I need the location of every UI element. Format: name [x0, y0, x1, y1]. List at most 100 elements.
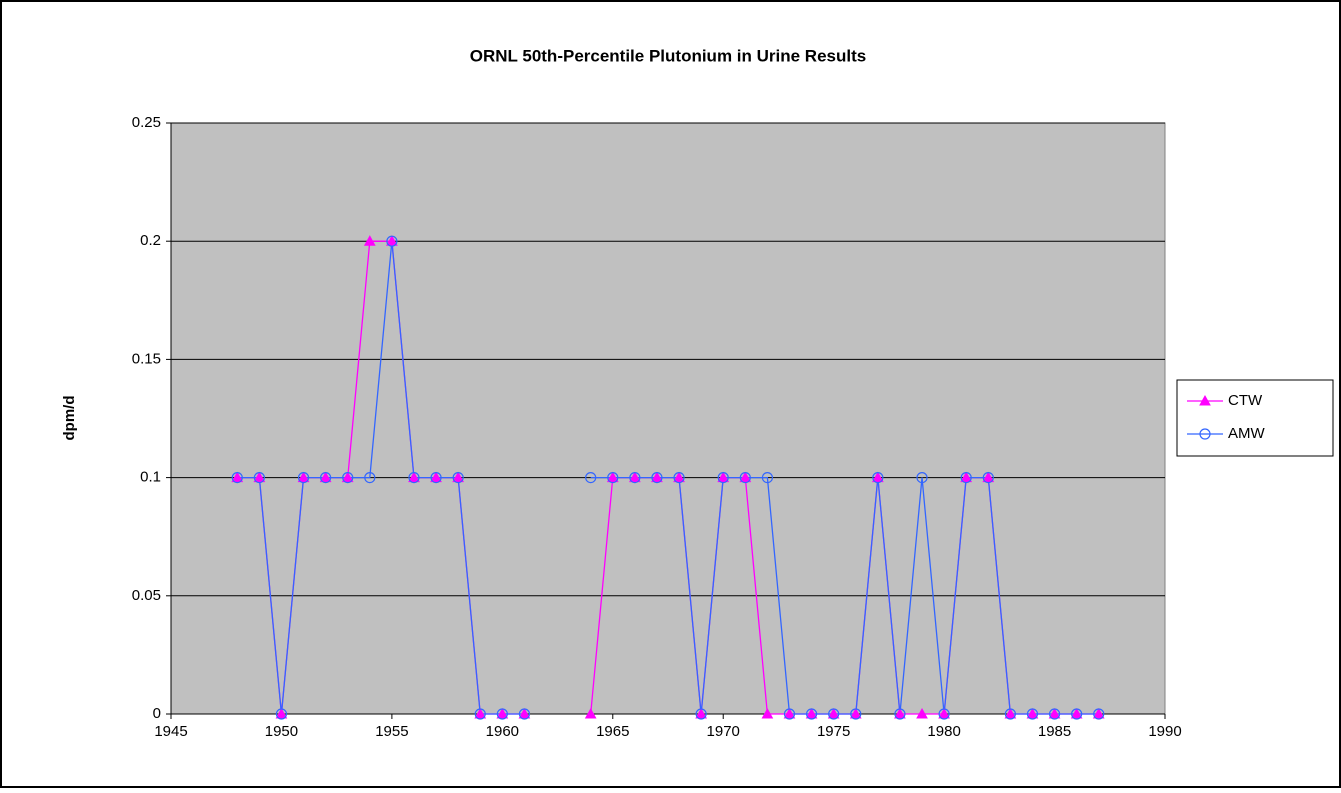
x-tick-label: 1965 [596, 723, 629, 740]
data-point [231, 472, 243, 484]
x-tick-label: 1945 [154, 723, 187, 740]
y-tick-label: 0.15 [132, 350, 161, 367]
data-point [717, 471, 730, 483]
data-point [960, 472, 972, 484]
series-line [237, 241, 1099, 715]
data-point [695, 707, 707, 719]
y-tick-label: 0.25 [132, 114, 161, 131]
data-point [982, 472, 994, 484]
data-point [253, 471, 266, 483]
x-tick-label: 1950 [265, 723, 298, 740]
x-tick-label: 1960 [486, 723, 519, 740]
data-point [783, 707, 796, 719]
data-point [629, 472, 641, 484]
legend [1176, 379, 1334, 457]
legend-label: AMW [1228, 425, 1266, 442]
data-point [739, 472, 751, 484]
y-axis-label: dpm/d [61, 396, 78, 441]
data-point [916, 707, 928, 719]
data-point [408, 471, 420, 483]
data-point [518, 707, 531, 719]
data-point [1048, 708, 1061, 720]
data-point [606, 471, 619, 483]
plot-area [170, 122, 1166, 715]
data-point [651, 471, 663, 483]
data-point [1071, 708, 1083, 720]
data-point [474, 707, 487, 719]
data-point [1048, 707, 1061, 719]
data-point [496, 708, 508, 720]
data-point [651, 472, 663, 484]
data-point [275, 708, 288, 720]
data-point [894, 708, 906, 720]
x-tick-label: 1990 [1148, 723, 1181, 740]
data-point [231, 471, 244, 483]
data-point [408, 472, 420, 484]
data-point [342, 472, 354, 484]
data-point [386, 235, 398, 246]
data-point [805, 708, 818, 720]
data-point [297, 471, 310, 483]
data-point [386, 235, 398, 247]
data-point [584, 707, 597, 719]
data-point [828, 708, 840, 720]
data-point [894, 707, 906, 719]
data-point [1004, 708, 1016, 720]
legend-marker [1199, 428, 1211, 440]
x-tick-label: 1975 [817, 723, 850, 740]
data-point [739, 471, 752, 483]
data-point [938, 708, 950, 720]
data-point [275, 707, 288, 719]
data-point [297, 472, 310, 484]
data-point [430, 472, 442, 484]
data-point [474, 708, 486, 720]
y-tick-label: 0 [153, 705, 161, 722]
data-point [363, 235, 376, 246]
data-point [695, 708, 707, 720]
data-point [1070, 707, 1083, 719]
legend-marker [1199, 394, 1211, 406]
data-point [364, 472, 376, 484]
data-point [783, 708, 796, 720]
y-tick-label: 0.05 [132, 587, 161, 604]
data-point [629, 471, 641, 483]
legend-label: CTW [1228, 392, 1263, 409]
data-point [452, 471, 465, 483]
data-point [916, 472, 928, 484]
data-point [982, 471, 995, 483]
data-point [1093, 708, 1105, 720]
data-point [607, 472, 619, 484]
data-point [1004, 707, 1017, 719]
data-point [496, 707, 509, 719]
x-tick-label: 1955 [375, 723, 408, 740]
data-point [673, 472, 685, 484]
data-point [1026, 707, 1039, 719]
data-point [452, 472, 464, 484]
data-point [872, 472, 884, 484]
data-point [761, 472, 774, 484]
data-point [827, 707, 840, 719]
data-point [430, 471, 442, 483]
x-tick-label: 1980 [927, 723, 960, 740]
data-point [849, 707, 862, 719]
x-tick-label: 1985 [1038, 723, 1071, 740]
data-point [518, 708, 531, 720]
data-point [1092, 707, 1105, 719]
chart-title: ORNL 50th-Percentile Plutonium in Urine … [470, 46, 866, 65]
data-point [585, 472, 597, 484]
data-point [761, 707, 774, 719]
data-point [320, 472, 332, 484]
data-point [960, 471, 973, 483]
data-point [253, 472, 265, 484]
data-point [938, 707, 950, 719]
data-point [805, 707, 818, 719]
data-point [319, 471, 332, 483]
y-tick-label: 0.2 [140, 232, 161, 249]
y-tick-label: 0.1 [140, 469, 161, 486]
data-point [341, 471, 354, 483]
data-point [717, 472, 729, 484]
data-point [871, 471, 884, 483]
x-tick-label: 1970 [707, 723, 740, 740]
data-point [673, 471, 685, 483]
